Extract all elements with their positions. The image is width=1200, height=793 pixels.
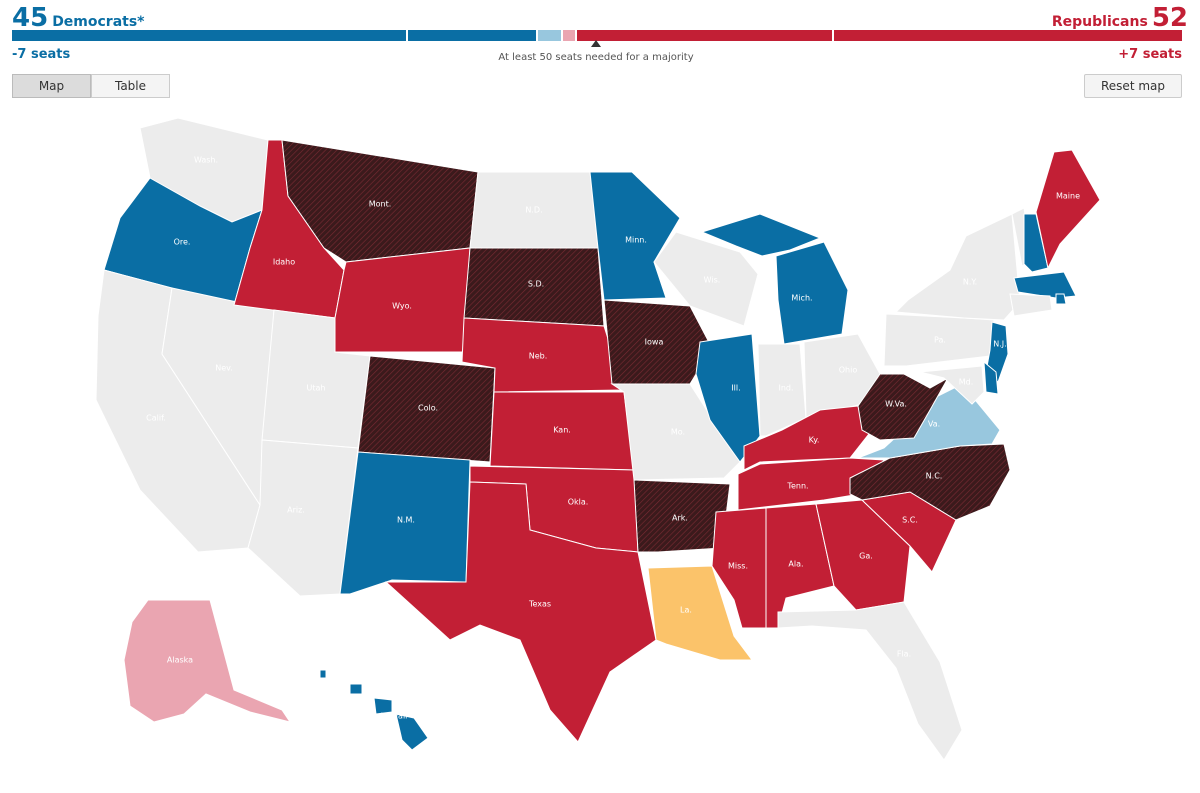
seat-bar-segment-dem xyxy=(408,30,538,41)
state-wv[interactable] xyxy=(857,373,950,441)
state-fl[interactable] xyxy=(777,601,963,761)
state-label-ut: Utah xyxy=(307,384,326,393)
state-mn[interactable] xyxy=(589,171,681,301)
seat-bar-segment-lean_rep xyxy=(563,30,577,41)
state-label-az: Ariz. xyxy=(287,506,305,515)
state-label-ok: Okla. xyxy=(568,498,589,507)
seat-balance-bar xyxy=(12,30,1182,41)
state-label-fl: Fla. xyxy=(897,650,911,659)
state-label-mt: Mont. xyxy=(369,200,392,209)
state-label-mi: Mich. xyxy=(791,294,812,303)
state-label-wa: Wash. xyxy=(194,156,218,165)
state-label-hi: Hawaii xyxy=(381,712,408,721)
state-label-oh: Ohio xyxy=(839,366,858,375)
state-label-va: Va. xyxy=(928,420,940,429)
state-label-ak: Alaska xyxy=(167,656,193,665)
state-de[interactable] xyxy=(983,360,999,395)
state-label-nj: N.J. xyxy=(993,340,1006,349)
state-label-nd: N.D. xyxy=(525,206,542,215)
state-ak[interactable] xyxy=(123,599,292,723)
state-label-co: Colo. xyxy=(418,404,438,413)
majority-marker-icon xyxy=(591,40,601,47)
map-view-button[interactable]: Map xyxy=(12,74,91,98)
state-label-ks: Kan. xyxy=(553,426,571,435)
state-ri[interactable] xyxy=(1055,293,1067,305)
reset-map-button[interactable]: Reset map xyxy=(1084,74,1182,98)
seat-bar-segment-lean_dem xyxy=(538,30,564,41)
state-label-ia: Iowa xyxy=(645,338,664,347)
state-az[interactable] xyxy=(247,439,359,597)
state-label-in: Ind. xyxy=(778,384,793,393)
state-label-la: La. xyxy=(680,606,692,615)
state-label-mn: Minn. xyxy=(625,236,647,245)
state-nh[interactable] xyxy=(1023,213,1049,273)
state-label-sc: S.C. xyxy=(902,516,918,525)
state-label-ga: Ga. xyxy=(859,552,873,561)
state-label-ky: Ky. xyxy=(809,436,820,445)
state-label-ne: Neb. xyxy=(529,352,548,361)
state-label-wy: Wyo. xyxy=(392,302,412,311)
state-mo[interactable] xyxy=(610,383,741,481)
us-senate-map: Wash. Ore. Calif. Nev. Idaho Mont. Wyo. Utah Ari… xyxy=(95,117,1101,761)
state-me[interactable] xyxy=(1035,149,1101,270)
state-label-id: Idaho xyxy=(273,258,295,267)
view-toggle: Map Table xyxy=(12,74,170,98)
republicans-label: Republicans xyxy=(1051,14,1148,30)
state-md[interactable] xyxy=(919,365,985,405)
state-label-nm: N.M. xyxy=(397,516,415,525)
state-hi[interactable] xyxy=(319,669,429,751)
state-nj[interactable] xyxy=(985,321,1009,383)
state-label-wi: Wis. xyxy=(704,276,721,285)
state-la[interactable] xyxy=(647,565,753,661)
state-label-sd: S.D. xyxy=(528,280,544,289)
state-tx[interactable] xyxy=(384,481,657,743)
state-label-md: Md. xyxy=(959,378,974,387)
state-ny[interactable] xyxy=(894,213,1021,321)
state-label-or: Ore. xyxy=(174,238,191,247)
democrats-label: Democrats* xyxy=(52,14,145,30)
seat-bar-segment-rep xyxy=(833,30,1182,41)
state-il[interactable] xyxy=(695,333,761,463)
state-nm[interactable] xyxy=(339,451,471,595)
state-label-ca: Calif. xyxy=(146,414,166,423)
state-ct[interactable] xyxy=(1009,293,1053,317)
state-label-tx: Texas xyxy=(528,600,551,609)
seat-bar-segment-dem xyxy=(12,30,409,41)
republicans-count: Republicans 52 xyxy=(1052,4,1188,32)
state-label-nc: N.C. xyxy=(926,472,943,481)
state-ma[interactable] xyxy=(1013,271,1077,299)
majority-note: At least 50 seats needed for a majority xyxy=(498,52,694,63)
state-wi[interactable] xyxy=(653,231,759,327)
state-label-il: Ill. xyxy=(731,384,740,393)
republicans-seat-number: 52 xyxy=(1151,3,1188,33)
state-label-tn: Tenn. xyxy=(786,482,808,491)
state-label-al: Ala. xyxy=(788,560,803,569)
democrats-seat-number: 45 xyxy=(12,3,49,33)
seat-bar-segment-rep xyxy=(576,30,834,41)
state-label-ms: Miss. xyxy=(728,562,748,571)
democrats-count: 45 Democrats* xyxy=(12,4,145,32)
state-label-wv: W.Va. xyxy=(885,400,907,409)
state-in[interactable] xyxy=(757,343,807,437)
state-label-ny: N.Y. xyxy=(963,278,977,287)
state-label-me: Maine xyxy=(1056,192,1080,201)
state-label-ar: Ark. xyxy=(672,514,688,523)
state-label-mo: Mo. xyxy=(671,428,685,437)
state-ar[interactable] xyxy=(633,479,731,553)
democrats-seat-change: -7 seats xyxy=(12,47,71,62)
state-mi[interactable] xyxy=(700,213,849,345)
state-label-nv: Nev. xyxy=(215,364,233,373)
table-view-button[interactable]: Table xyxy=(91,74,170,98)
republicans-seat-change: +7 seats xyxy=(1118,47,1182,62)
state-label-pa: Pa. xyxy=(934,336,946,345)
state-wy[interactable] xyxy=(334,247,471,353)
